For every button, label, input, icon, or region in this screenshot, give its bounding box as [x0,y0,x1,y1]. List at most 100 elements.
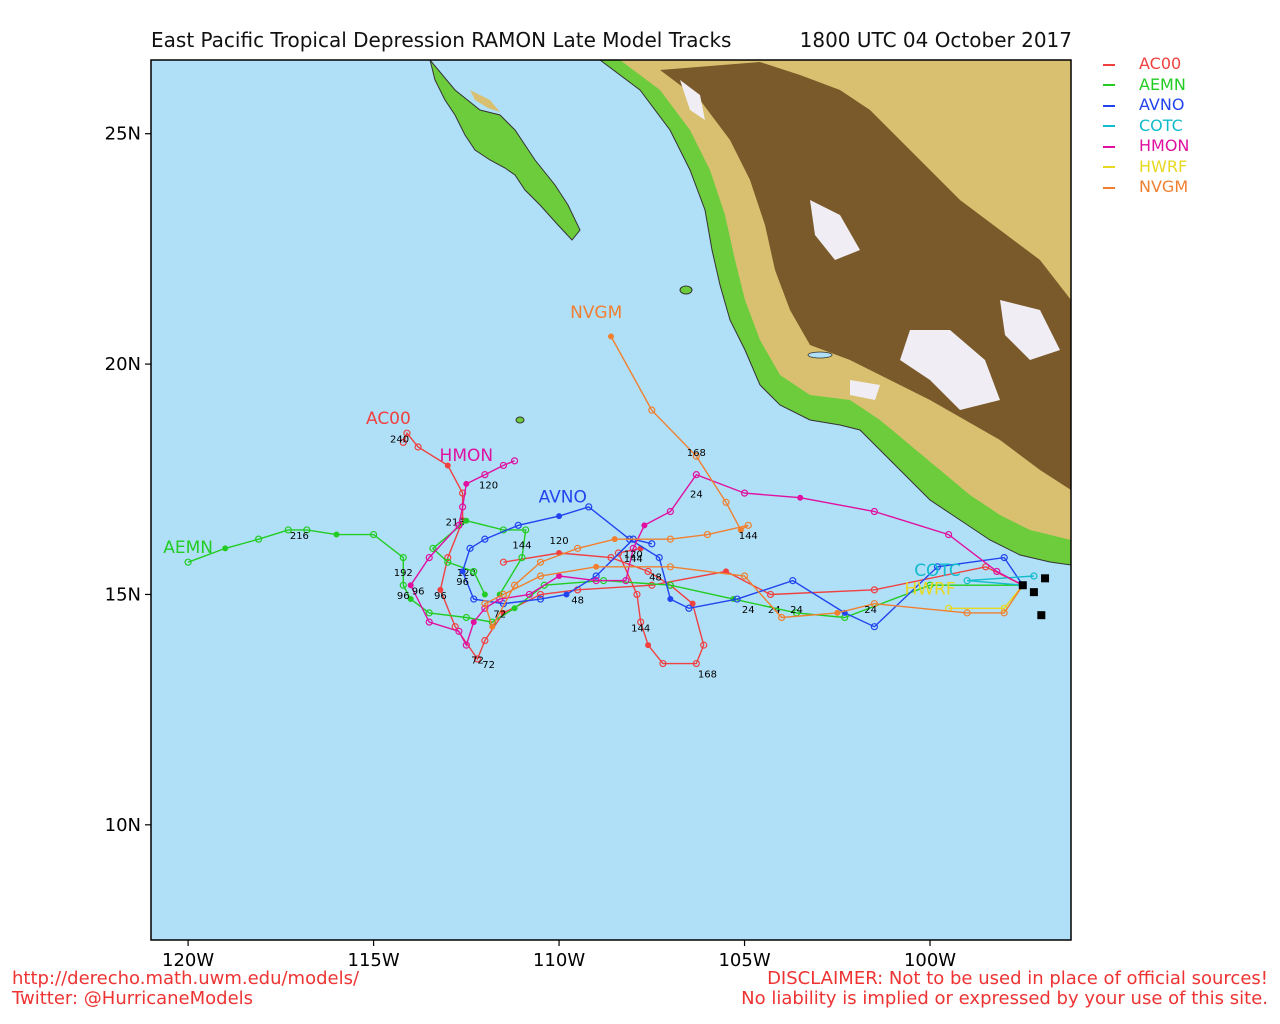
legend-label: NVGM [1139,177,1189,196]
track-point [444,553,452,562]
track-point [470,567,478,576]
site-url[interactable]: http://derecho.math.uwm.edu/models/ [12,968,360,989]
initial-position-marker [1041,574,1050,583]
forecast-hour-label: 144 [624,554,643,565]
track-point [870,507,878,516]
forecast-hour-label: 72 [471,656,484,667]
track-point [463,517,470,524]
track-point [399,581,407,589]
track-point [1000,609,1008,617]
forecast-hour-label: 168 [687,448,706,459]
track-name-label: AC00 [366,409,411,429]
track-point [489,623,496,630]
plot-frame [150,59,1072,941]
track-point [593,563,600,570]
legend-item-avno: AVNO [1103,95,1189,116]
track-point [592,572,600,580]
forecast-hour-label: 240 [390,434,409,445]
track-point [444,462,451,469]
track-name-label: AEMN [163,538,213,558]
track-line [967,575,1034,586]
track-point [184,558,192,566]
track-point [633,590,641,599]
track-point [944,530,953,539]
track-point [511,605,518,612]
forecast-hour-label: 24 [790,605,803,616]
track-point [685,604,693,612]
track-point [399,438,407,447]
forecast-hour-label: 24 [742,605,755,616]
legend-label: AEMN [1139,74,1186,94]
track-point [574,544,582,552]
track-point [611,536,618,543]
track-point [722,498,730,506]
track-point [462,613,470,622]
track-point [481,471,489,479]
lon-tick-label: 115W [348,950,400,971]
track-point [536,595,545,603]
track-point [692,659,700,668]
forecast-hour-label: 24 [864,605,877,616]
forecast-hour-label: 48 [649,573,662,584]
forecast-hour-label: 24 [768,605,781,616]
lat-tick-label: 25N [105,124,141,145]
forecast-hour-label: 72 [482,660,495,671]
track-point [444,558,452,566]
twitter-handle[interactable]: Twitter: @HurricaneModels [12,988,254,1009]
forecast-hour-label: 48 [571,596,584,607]
track-name-label: NVGM [570,303,622,323]
track-point [666,535,674,543]
forecast-hour-label: 144 [739,531,758,542]
track-point [733,595,741,603]
track-point [644,567,652,576]
legend-label: HWRF [1139,156,1188,176]
track-point [481,591,488,598]
forecast-hour-label: 144 [631,623,650,634]
land-layer [429,60,1071,566]
track-point [499,590,508,599]
track-point [540,581,548,589]
baja-peninsula [429,60,581,241]
track-line [503,547,705,665]
track-point [629,544,637,552]
track-point [740,572,749,580]
track-point [333,531,340,538]
track-point [993,567,1001,576]
track-point [870,600,878,608]
track-point [655,553,663,562]
lon-tick-label: 120W [162,950,214,971]
legend-label: AC00 [1139,54,1182,73]
track-line [461,506,1024,628]
track-point [692,452,700,460]
track-point [470,619,477,626]
track-point [1000,553,1008,562]
legend-swatch [1103,166,1115,168]
initial-position-marker [1018,581,1027,590]
track-point [514,521,522,529]
map-timestamp: 1800 UTC 04 October 2017 [799,28,1072,52]
track-point [518,553,526,562]
track-point [463,480,470,487]
tres-marias-island [679,285,693,295]
track-point [667,596,674,603]
track-name-label: HMON [440,446,494,466]
lat-tick-label: 15N [105,584,141,605]
legend-item-aemn: AEMN [1103,75,1189,96]
track-point [797,494,804,501]
track-point [437,586,444,593]
footer-right: DISCLAIMER: Not to be used in place of o… [741,969,1268,1009]
track-point [666,563,674,571]
track-point [648,406,656,414]
track-point [659,659,667,668]
track-point [926,581,934,589]
model-tracks: 24487296120216240AC001441681202496192216… [163,303,1050,680]
lake-chapala [807,351,833,359]
track-point [222,545,229,552]
track-point [614,549,623,557]
track-point [870,586,878,594]
track-line [187,529,1023,623]
track-point [834,609,841,616]
